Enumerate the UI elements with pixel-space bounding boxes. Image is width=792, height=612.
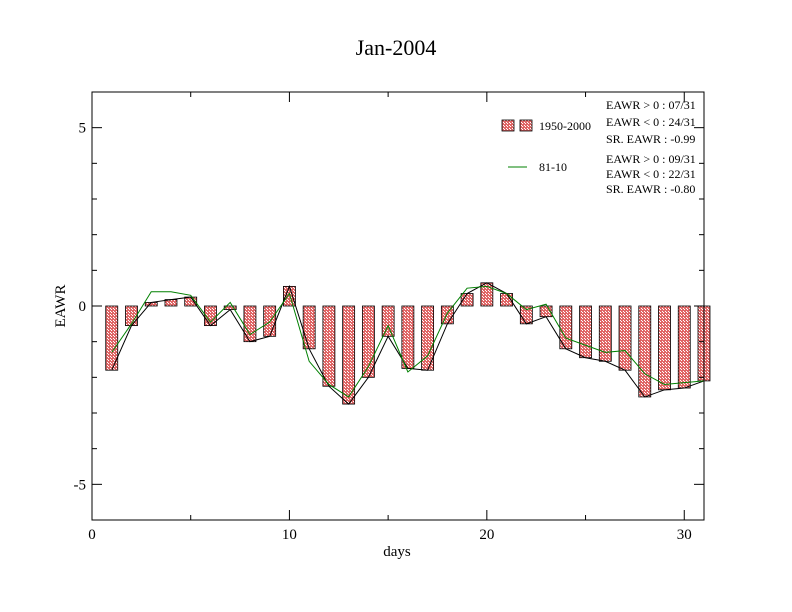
axis-ticks: 0 10 20 30 -5 0 5 (74, 92, 704, 543)
bar-day-25 (579, 305, 592, 359)
bar-day-15 (381, 305, 395, 337)
bar-day-26 (598, 305, 612, 362)
bar-day-16 (401, 305, 415, 369)
stat-1950-neg: EAWR < 0 : 24/31 (606, 115, 696, 129)
y-tick-label--5: -5 (74, 477, 87, 493)
bar-day-30 (677, 305, 691, 389)
chart-title: Jan-2004 (356, 35, 437, 60)
stat-8110-neg: EAWR < 0 : 22/31 (606, 167, 696, 181)
stats-block: EAWR > 0 : 07/31 EAWR < 0 : 24/31 SR. EA… (606, 98, 696, 196)
bar-series-1950-2000 (105, 282, 711, 405)
bar-day-28 (638, 305, 652, 398)
y-tick-label-5: 5 (79, 121, 87, 137)
x-tick-label-0: 0 (88, 527, 96, 543)
legend-swatch-bar-1 (501, 119, 515, 132)
bar-day-2 (125, 305, 138, 327)
y-tick-label-0: 0 (79, 299, 87, 315)
bar-day-8 (243, 305, 257, 343)
legend-swatch-bar-2 (519, 119, 533, 132)
x-tick-label-10: 10 (282, 527, 297, 543)
x-axis-label: days (383, 544, 411, 560)
stat-1950-pos: EAWR > 0 : 07/31 (606, 98, 696, 112)
legend: 1950-2000 81-10 (501, 119, 591, 174)
stat-8110-pos: EAWR > 0 : 09/31 (606, 152, 696, 166)
legend-label-81-10: 81-10 (539, 160, 567, 174)
x-tick-label-30: 30 (677, 527, 692, 543)
bar-day-12 (322, 305, 336, 387)
bar-day-13 (342, 305, 356, 405)
line-series-group (111, 282, 705, 405)
x-tick-label-20: 20 (479, 527, 494, 543)
stat-1950-sr: SR. EAWR : -0.99 (606, 132, 695, 146)
line-1950-2000 (111, 282, 705, 405)
y-axis-label: EAWR (53, 285, 69, 328)
stat-8110-sr: SR. EAWR : -0.80 (606, 182, 695, 196)
bar-day-11 (302, 305, 316, 350)
legend-label-1950-2000: 1950-2000 (539, 119, 591, 133)
bar-day-9 (263, 305, 277, 337)
line-81-10 (111, 285, 705, 398)
bar-day-27 (618, 305, 632, 371)
bar-day-29 (658, 305, 671, 391)
